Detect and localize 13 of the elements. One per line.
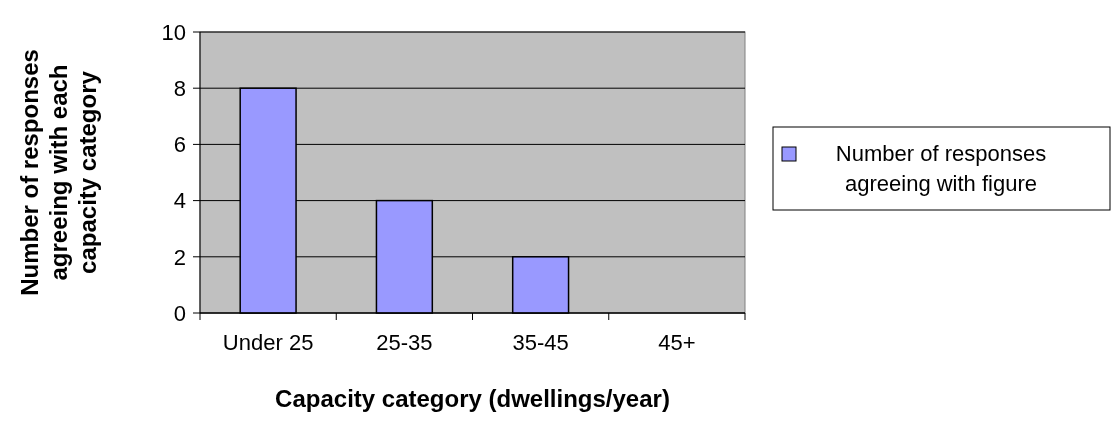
- y-tick-label: 4: [173, 188, 186, 214]
- y-tick-label: 2: [173, 244, 186, 270]
- x-axis-title: Capacity category (dwellings/year): [275, 385, 670, 412]
- legend-label: Number of responses agreeing with figure: [835, 141, 1047, 196]
- y-tick-label: 0: [173, 300, 186, 326]
- y-tick-label: 8: [173, 75, 186, 101]
- x-tick-label: 25-35: [376, 330, 433, 355]
- y-tick-label: 10: [161, 19, 186, 45]
- y-tick-label: 6: [173, 132, 186, 158]
- x-tick-label: 35-45: [512, 330, 569, 355]
- y-axis-title: Number of responses agreeing with each capacity category: [16, 49, 101, 296]
- x-tick-label: Under 25: [222, 330, 314, 355]
- x-tick-label: 45+: [658, 330, 696, 355]
